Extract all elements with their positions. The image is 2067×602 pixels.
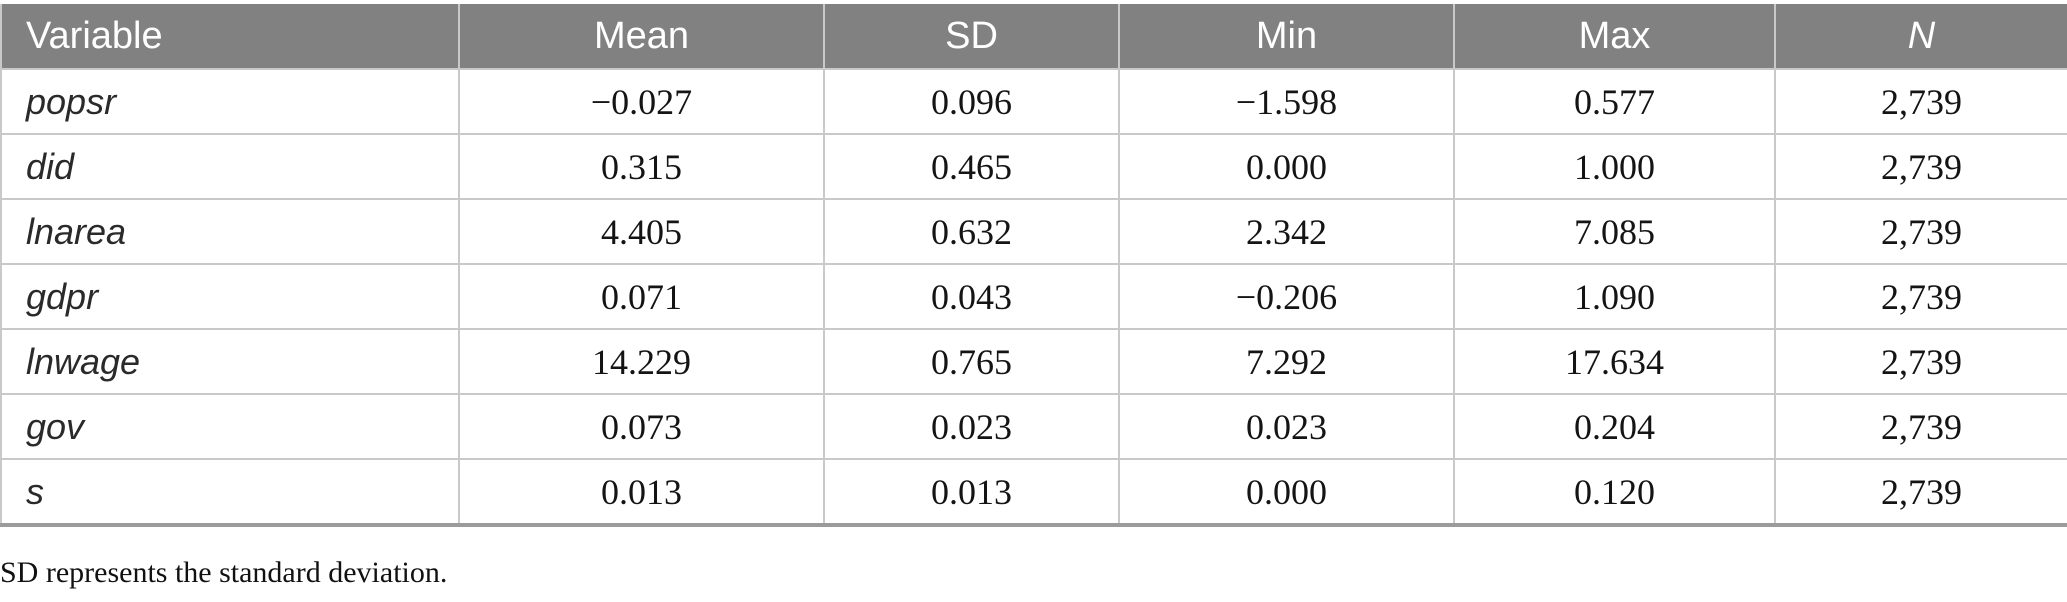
table-row: gov 0.073 0.023 0.023 0.204 2,739 bbox=[0, 393, 2067, 460]
value-cell: 2,739 bbox=[1774, 68, 2067, 135]
value-cell: 2,739 bbox=[1774, 328, 2067, 395]
value-cell: 2,739 bbox=[1774, 393, 2067, 460]
value-cell: 0.204 bbox=[1453, 393, 1776, 460]
value-cell: −1.598 bbox=[1118, 68, 1455, 135]
value-cell: 0.043 bbox=[823, 263, 1120, 330]
value-cell: 0.315 bbox=[458, 133, 825, 200]
value-cell: 7.085 bbox=[1453, 198, 1776, 265]
variable-cell: popsr bbox=[0, 68, 460, 135]
value-cell: −0.027 bbox=[458, 68, 825, 135]
value-cell: 0.577 bbox=[1453, 68, 1776, 135]
value-cell: 2,739 bbox=[1774, 198, 2067, 265]
value-cell: 0.071 bbox=[458, 263, 825, 330]
value-cell: 1.090 bbox=[1453, 263, 1776, 330]
column-header-variable: Variable bbox=[0, 4, 460, 70]
header-row: Variable Mean SD Min Max N bbox=[0, 4, 2067, 70]
value-cell: 0.465 bbox=[823, 133, 1120, 200]
table-footnote: SD represents the standard deviation. bbox=[0, 556, 448, 589]
value-cell: 4.405 bbox=[458, 198, 825, 265]
variable-cell: gdpr bbox=[0, 263, 460, 330]
table-row: s 0.013 0.013 0.000 0.120 2,739 bbox=[0, 458, 2067, 526]
value-cell: 0.073 bbox=[458, 393, 825, 460]
value-cell: 1.000 bbox=[1453, 133, 1776, 200]
value-cell: 2.342 bbox=[1118, 198, 1455, 265]
table-row: lnarea 4.405 0.632 2.342 7.085 2,739 bbox=[0, 198, 2067, 265]
value-cell: 0.765 bbox=[823, 328, 1120, 395]
table-row: lnwage 14.229 0.765 7.292 17.634 2,739 bbox=[0, 328, 2067, 395]
column-header-mean: Mean bbox=[458, 4, 825, 70]
variable-cell: gov bbox=[0, 393, 460, 460]
value-cell: 0.120 bbox=[1453, 458, 1776, 526]
value-cell: 0.023 bbox=[823, 393, 1120, 460]
value-cell: 0.000 bbox=[1118, 458, 1455, 526]
column-header-max: Max bbox=[1453, 4, 1776, 70]
value-cell: 2,739 bbox=[1774, 458, 2067, 526]
value-cell: 0.023 bbox=[1118, 393, 1455, 460]
table-header: Variable Mean SD Min Max N bbox=[0, 4, 2067, 70]
table-row: gdpr 0.071 0.043 −0.206 1.090 2,739 bbox=[0, 263, 2067, 330]
column-header-n: N bbox=[1774, 4, 2067, 70]
summary-statistics-table: Variable Mean SD Min Max N popsr −0.027 0.… bbox=[0, 4, 2067, 527]
value-cell: 2,739 bbox=[1774, 263, 2067, 330]
table-row: popsr −0.027 0.096 −1.598 0.577 2,739 bbox=[0, 68, 2067, 135]
variable-cell: lnwage bbox=[0, 328, 460, 395]
value-cell: 0.096 bbox=[823, 68, 1120, 135]
value-cell: 0.013 bbox=[458, 458, 825, 526]
value-cell: −0.206 bbox=[1118, 263, 1455, 330]
table-body: popsr −0.027 0.096 −1.598 0.577 2,739 did 0.315… bbox=[0, 68, 2067, 526]
value-cell: 0.013 bbox=[823, 458, 1120, 526]
column-header-sd: SD bbox=[823, 4, 1120, 70]
value-cell: 7.292 bbox=[1118, 328, 1455, 395]
column-header-min: Min bbox=[1118, 4, 1455, 70]
variable-cell: s bbox=[0, 458, 460, 526]
variable-cell: did bbox=[0, 133, 460, 200]
table-row: did 0.315 0.465 0.000 1.000 2,739 bbox=[0, 133, 2067, 200]
value-cell: 0.000 bbox=[1118, 133, 1455, 200]
value-cell: 2,739 bbox=[1774, 133, 2067, 200]
variable-cell: lnarea bbox=[0, 198, 460, 265]
value-cell: 14.229 bbox=[458, 328, 825, 395]
summary-statistics-table-container: Variable Mean SD Min Max N popsr −0.027 0.… bbox=[0, 4, 2067, 527]
value-cell: 0.632 bbox=[823, 198, 1120, 265]
value-cell: 17.634 bbox=[1453, 328, 1776, 395]
